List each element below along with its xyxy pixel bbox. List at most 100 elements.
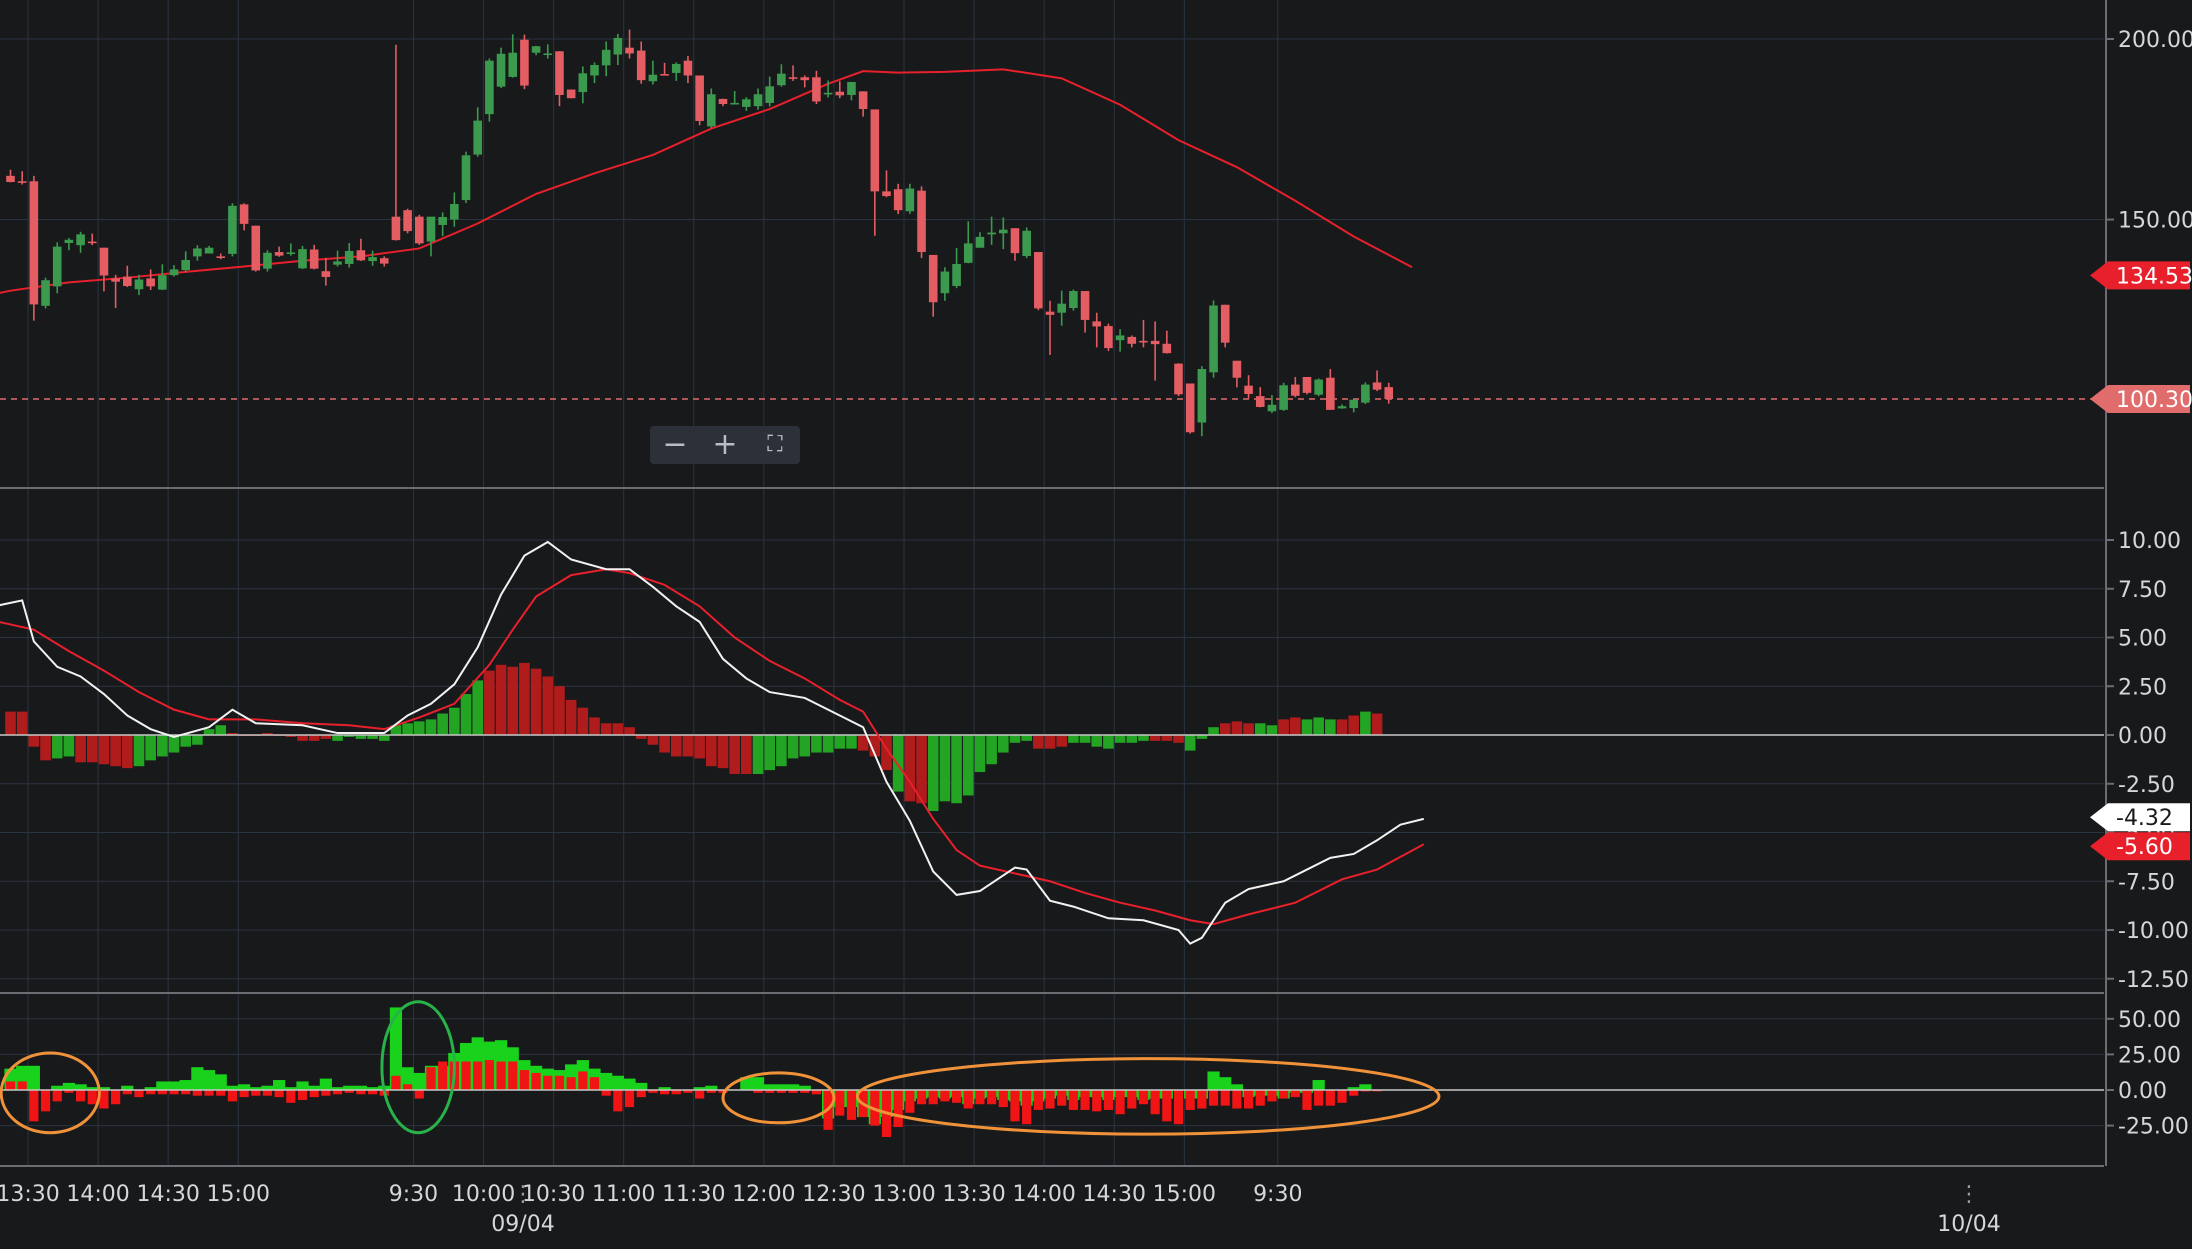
volume-bar-green bbox=[144, 1087, 157, 1090]
volume-bar-green bbox=[214, 1074, 227, 1090]
volume-bar-red bbox=[589, 1077, 600, 1090]
macd-histogram-bar bbox=[460, 694, 472, 735]
candle-body bbox=[450, 204, 459, 220]
candle-body bbox=[415, 216, 424, 244]
volume-bar-red bbox=[893, 1090, 903, 1128]
macd-histogram-bar bbox=[1266, 725, 1278, 735]
volume-bar-green bbox=[238, 1084, 251, 1090]
volume-bar-red bbox=[461, 1061, 471, 1090]
y-axis-tick-label: 7.50 bbox=[2118, 578, 2167, 603]
candle-body bbox=[158, 275, 167, 290]
macd-histogram-bar bbox=[834, 735, 846, 749]
candle-body bbox=[403, 210, 412, 232]
volume-bar-red bbox=[227, 1090, 238, 1102]
volume-bar-green bbox=[202, 1070, 216, 1090]
volume-bar-green bbox=[273, 1080, 286, 1090]
volume-bar-red bbox=[601, 1090, 611, 1096]
volume-bar-green bbox=[51, 1085, 64, 1090]
macd-histogram-bar bbox=[1138, 735, 1149, 741]
volume-bar-red bbox=[181, 1090, 191, 1095]
macd-histogram-bar bbox=[869, 735, 881, 757]
candle-body bbox=[520, 39, 529, 86]
volume-bar-green bbox=[97, 1087, 111, 1090]
candle-body bbox=[1022, 230, 1031, 257]
time-tick-label: 14:00 bbox=[66, 1182, 129, 1207]
volume-bar-red bbox=[1127, 1090, 1137, 1109]
candle-body bbox=[263, 252, 272, 269]
zoom-out-button[interactable]: − bbox=[662, 427, 688, 462]
y-axis-tick-label: -7.50 bbox=[2118, 870, 2175, 895]
volume-bar-red bbox=[52, 1090, 62, 1102]
volume-bar-green bbox=[354, 1085, 367, 1090]
macd-histogram-bar bbox=[635, 735, 647, 739]
time-tick-label: 13:30 bbox=[942, 1182, 1005, 1207]
candle-body bbox=[17, 181, 27, 183]
macd-histogram-bar bbox=[390, 725, 402, 735]
candle-body bbox=[1361, 384, 1370, 403]
volume-bar-red bbox=[64, 1090, 74, 1093]
candle-body bbox=[788, 77, 798, 79]
macd-histogram-bar bbox=[554, 686, 565, 735]
candle-body bbox=[344, 250, 354, 264]
volume-bar-green bbox=[1347, 1087, 1360, 1090]
volume-bar-red bbox=[846, 1090, 857, 1120]
value-flag-shape bbox=[2090, 832, 2190, 861]
candle-body bbox=[1185, 383, 1195, 433]
macd-histogram-bar bbox=[881, 735, 892, 771]
session-break-marker: ⋮ bbox=[512, 1182, 534, 1207]
volume-bar-green bbox=[62, 1082, 75, 1090]
candle-body bbox=[987, 232, 996, 235]
volume-bar-red bbox=[1220, 1090, 1230, 1106]
candle-body bbox=[671, 63, 681, 73]
volume-bar-red bbox=[1138, 1090, 1149, 1105]
candle-body bbox=[928, 254, 938, 303]
volume-bar-red bbox=[1022, 1090, 1032, 1125]
macd-histogram-bar bbox=[1196, 735, 1208, 739]
volume-bar-red bbox=[262, 1090, 273, 1096]
candle-body bbox=[718, 98, 728, 104]
volume-bar-red bbox=[695, 1090, 705, 1099]
macd-histogram-bar bbox=[51, 735, 63, 759]
candle-body bbox=[298, 249, 307, 269]
time-tick-label: 14:30 bbox=[1083, 1182, 1146, 1207]
candle-body bbox=[707, 94, 716, 127]
volume-bar-red bbox=[1185, 1090, 1195, 1110]
value-flag-shape bbox=[2090, 803, 2190, 832]
volume-bar-green bbox=[600, 1072, 613, 1090]
volume-bar-green bbox=[1207, 1071, 1220, 1090]
volume-bar-red bbox=[998, 1090, 1008, 1108]
macd-histogram-bar bbox=[542, 676, 554, 735]
macd-histogram-bar bbox=[110, 735, 121, 767]
macd-histogram-bar bbox=[799, 735, 811, 757]
volume-bar-red bbox=[1243, 1090, 1254, 1109]
volume-bar-red bbox=[776, 1090, 786, 1093]
time-tick-label: 15:00 bbox=[207, 1182, 270, 1207]
macd-histogram-bar bbox=[1184, 735, 1196, 751]
macd-histogram-bar bbox=[1254, 723, 1266, 735]
macd-histogram-bar bbox=[764, 735, 775, 771]
volume-bar-red bbox=[157, 1090, 167, 1095]
volume-bar-red bbox=[1010, 1090, 1020, 1122]
candle-body bbox=[683, 60, 693, 76]
candle-body bbox=[1139, 340, 1148, 343]
candle-body bbox=[1255, 396, 1265, 407]
volume-bar-red bbox=[1092, 1090, 1102, 1112]
candle-body bbox=[1069, 291, 1078, 309]
candle-body bbox=[952, 263, 961, 286]
y-axis-tick-label: -25.00 bbox=[2118, 1115, 2189, 1140]
volume-bar-green bbox=[343, 1085, 356, 1090]
candle-body bbox=[1080, 291, 1090, 320]
candle-body bbox=[87, 241, 97, 244]
macd-histogram-bar bbox=[577, 707, 589, 735]
candle-body bbox=[111, 278, 120, 282]
time-tick-label: 13:00 bbox=[872, 1182, 935, 1207]
macd-histogram-bar bbox=[846, 735, 857, 749]
zoom-in-button[interactable]: + bbox=[712, 427, 738, 462]
macd-histogram-bar bbox=[951, 735, 962, 804]
volume-bar-red bbox=[916, 1090, 927, 1105]
macd-histogram-bar bbox=[437, 713, 448, 735]
fullscreen-button[interactable]: ⛶ bbox=[767, 432, 783, 457]
macd-histogram-bar bbox=[5, 711, 16, 735]
